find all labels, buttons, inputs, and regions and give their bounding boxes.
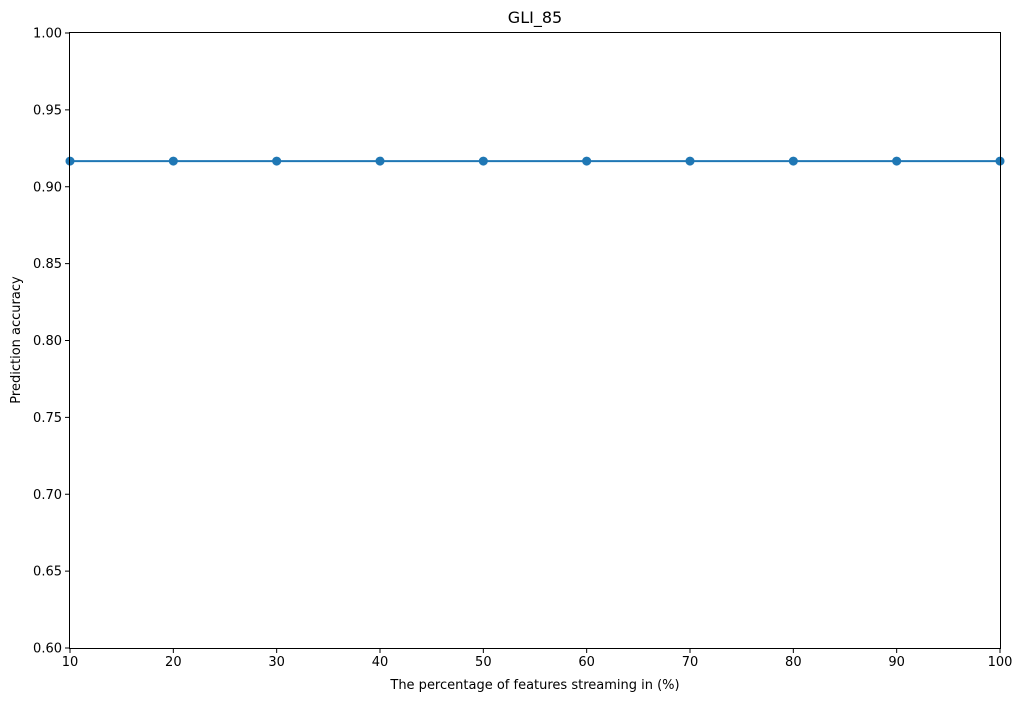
data-point — [375, 156, 385, 166]
y-tick-label: 0.95 — [33, 103, 62, 118]
data-point — [582, 156, 592, 166]
y-tick-label: 0.85 — [33, 257, 62, 272]
x-tick-label: 40 — [372, 655, 389, 670]
y-axis-label: Prediction accuracy — [9, 276, 24, 404]
y-tick-label: 0.90 — [33, 180, 62, 195]
x-tick-label: 100 — [988, 655, 1013, 670]
y-tick-label: 1.00 — [33, 27, 62, 42]
data-point — [685, 156, 695, 166]
y-tick-label: 0.80 — [33, 334, 62, 349]
data-point — [892, 156, 902, 166]
data-point — [168, 156, 178, 166]
data-point — [272, 156, 282, 166]
x-tick-label: 90 — [888, 655, 905, 670]
data-point — [788, 156, 798, 166]
y-axis-ticks: 0.60 0.65 0.70 0.75 0.80 0.85 0.90 0.95 1.00 — [33, 27, 70, 657]
y-tick-label: 0.65 — [33, 565, 62, 580]
y-tick-label: 0.60 — [33, 642, 62, 657]
x-tick-label: 80 — [785, 655, 802, 670]
y-tick-label: 0.75 — [33, 411, 62, 426]
x-tick-label: 30 — [268, 655, 285, 670]
plot-frame — [69, 32, 1001, 649]
x-axis-ticks: 10 20 30 40 50 60 70 80 90 100 — [62, 648, 1013, 670]
data-point — [478, 156, 488, 166]
x-axis-label: The percentage of features streaming in … — [389, 678, 679, 693]
x-tick-label: 20 — [165, 655, 182, 670]
x-tick-label: 10 — [62, 655, 79, 670]
x-tick-label: 70 — [682, 655, 699, 670]
y-tick-label: 0.70 — [33, 488, 62, 503]
chart-title: GLI_85 — [508, 8, 562, 28]
x-tick-label: 60 — [578, 655, 595, 670]
plot-area — [65, 156, 1005, 166]
x-tick-label: 50 — [475, 655, 492, 670]
